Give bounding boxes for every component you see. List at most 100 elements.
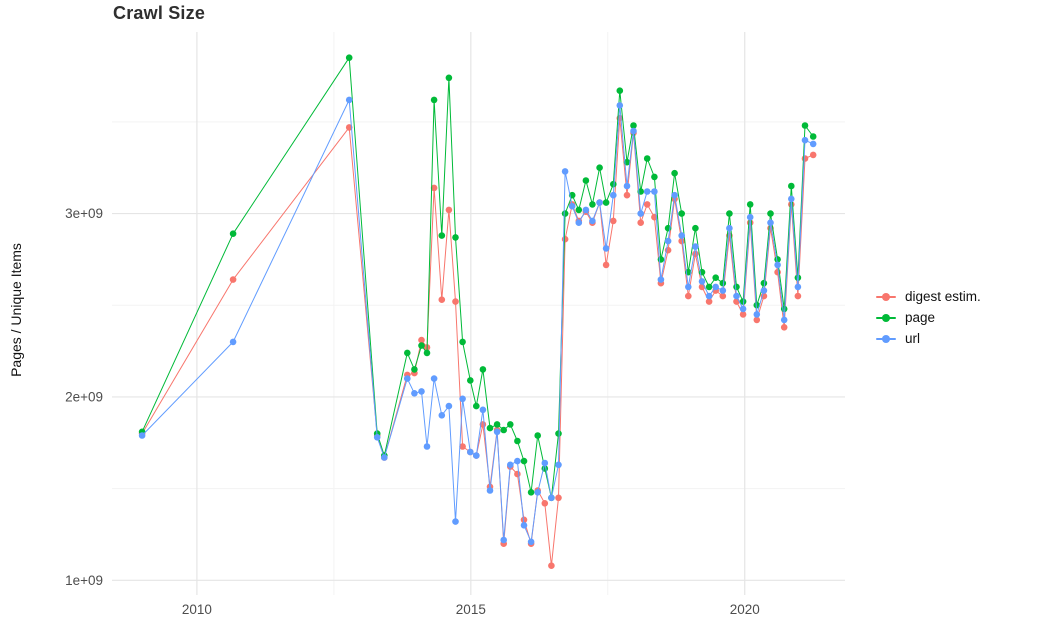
chart-title: Crawl Size [113,3,206,23]
legend-key-url-icon [876,332,896,346]
data-point [719,292,727,300]
data-point [692,243,699,250]
data-point [671,191,678,199]
data-point [753,311,761,318]
data-point [404,375,411,382]
data-point [788,182,795,190]
data-point [229,338,237,346]
data-point [801,136,809,144]
data-point [514,457,521,465]
y-axis-title: Pages / Unique Items [8,243,24,377]
data-point [575,206,583,214]
data-point [418,336,425,344]
data-point [452,298,459,305]
data-point [809,140,817,148]
data-point [561,235,569,243]
data-point [486,487,494,494]
data-point [229,276,237,283]
data-point [438,296,446,304]
data-point [801,155,809,162]
data-point [596,199,603,206]
legend-dot-icon [882,313,890,322]
data-point [459,338,466,346]
x-tick-label: 2010 [182,602,212,617]
data-point [616,102,624,109]
data-point [520,516,528,524]
data-point [753,301,761,309]
data-point [555,430,562,437]
data-point [630,122,637,129]
data-point [548,562,555,569]
legend-label-digest: digest estim. [905,289,981,304]
data-point [467,448,474,456]
data-point [767,210,774,217]
data-point [685,292,692,300]
data-point [651,173,658,181]
x-tick-label: 2015 [456,602,486,617]
data-point [430,96,438,104]
data-point [493,428,501,436]
data-point [712,283,719,291]
data-point [411,366,418,373]
data-point [602,245,610,252]
data-point [423,443,431,450]
y-tick-label: 3e+09 [65,206,103,221]
data-point [473,402,480,410]
data-point [643,155,651,162]
data-point [788,195,795,203]
data-point [767,219,774,226]
data-point [582,206,590,214]
data-point [719,287,727,294]
data-point [459,395,466,403]
data-point [712,274,719,282]
data-point [671,169,678,177]
y-tick-label: 1e+09 [65,573,103,588]
data-point [345,96,353,104]
series-line-digest-estim- [141,117,814,567]
data-point [507,461,514,469]
data-point [473,452,480,459]
data-point [575,219,583,226]
legend-key-digest-icon [876,290,896,304]
data-point [678,232,685,239]
data-point [705,298,713,305]
data-point [801,122,809,129]
data-point [602,261,610,269]
data-point [637,210,644,217]
data-point [610,180,617,188]
data-point [719,279,727,287]
data-point [534,489,541,496]
data-point [657,276,665,283]
data-point [733,283,740,291]
data-point [678,237,685,245]
y-tick-label: 2e+09 [65,389,103,404]
data-point [780,316,788,324]
data-point [623,182,631,190]
data-point [685,283,692,291]
series-line-url [141,99,814,543]
data-point [445,402,453,410]
data-point [479,366,487,373]
data-point [582,177,590,184]
data-point [780,305,788,313]
data-point [138,432,146,439]
legend-label-url: url [905,331,921,346]
data-point [555,461,562,469]
data-point [739,311,747,318]
data-point [541,459,549,467]
data-point [404,349,411,357]
data-point [774,261,781,269]
data-point [746,213,754,221]
data-point [507,421,514,428]
data-point [596,164,603,171]
legend-item-page: page [876,307,981,328]
data-point [445,74,453,82]
data-point [430,375,438,382]
data-point [345,54,353,61]
data-point [555,494,562,502]
data-point [739,305,747,313]
data-point [520,457,528,465]
data-point [514,470,521,478]
